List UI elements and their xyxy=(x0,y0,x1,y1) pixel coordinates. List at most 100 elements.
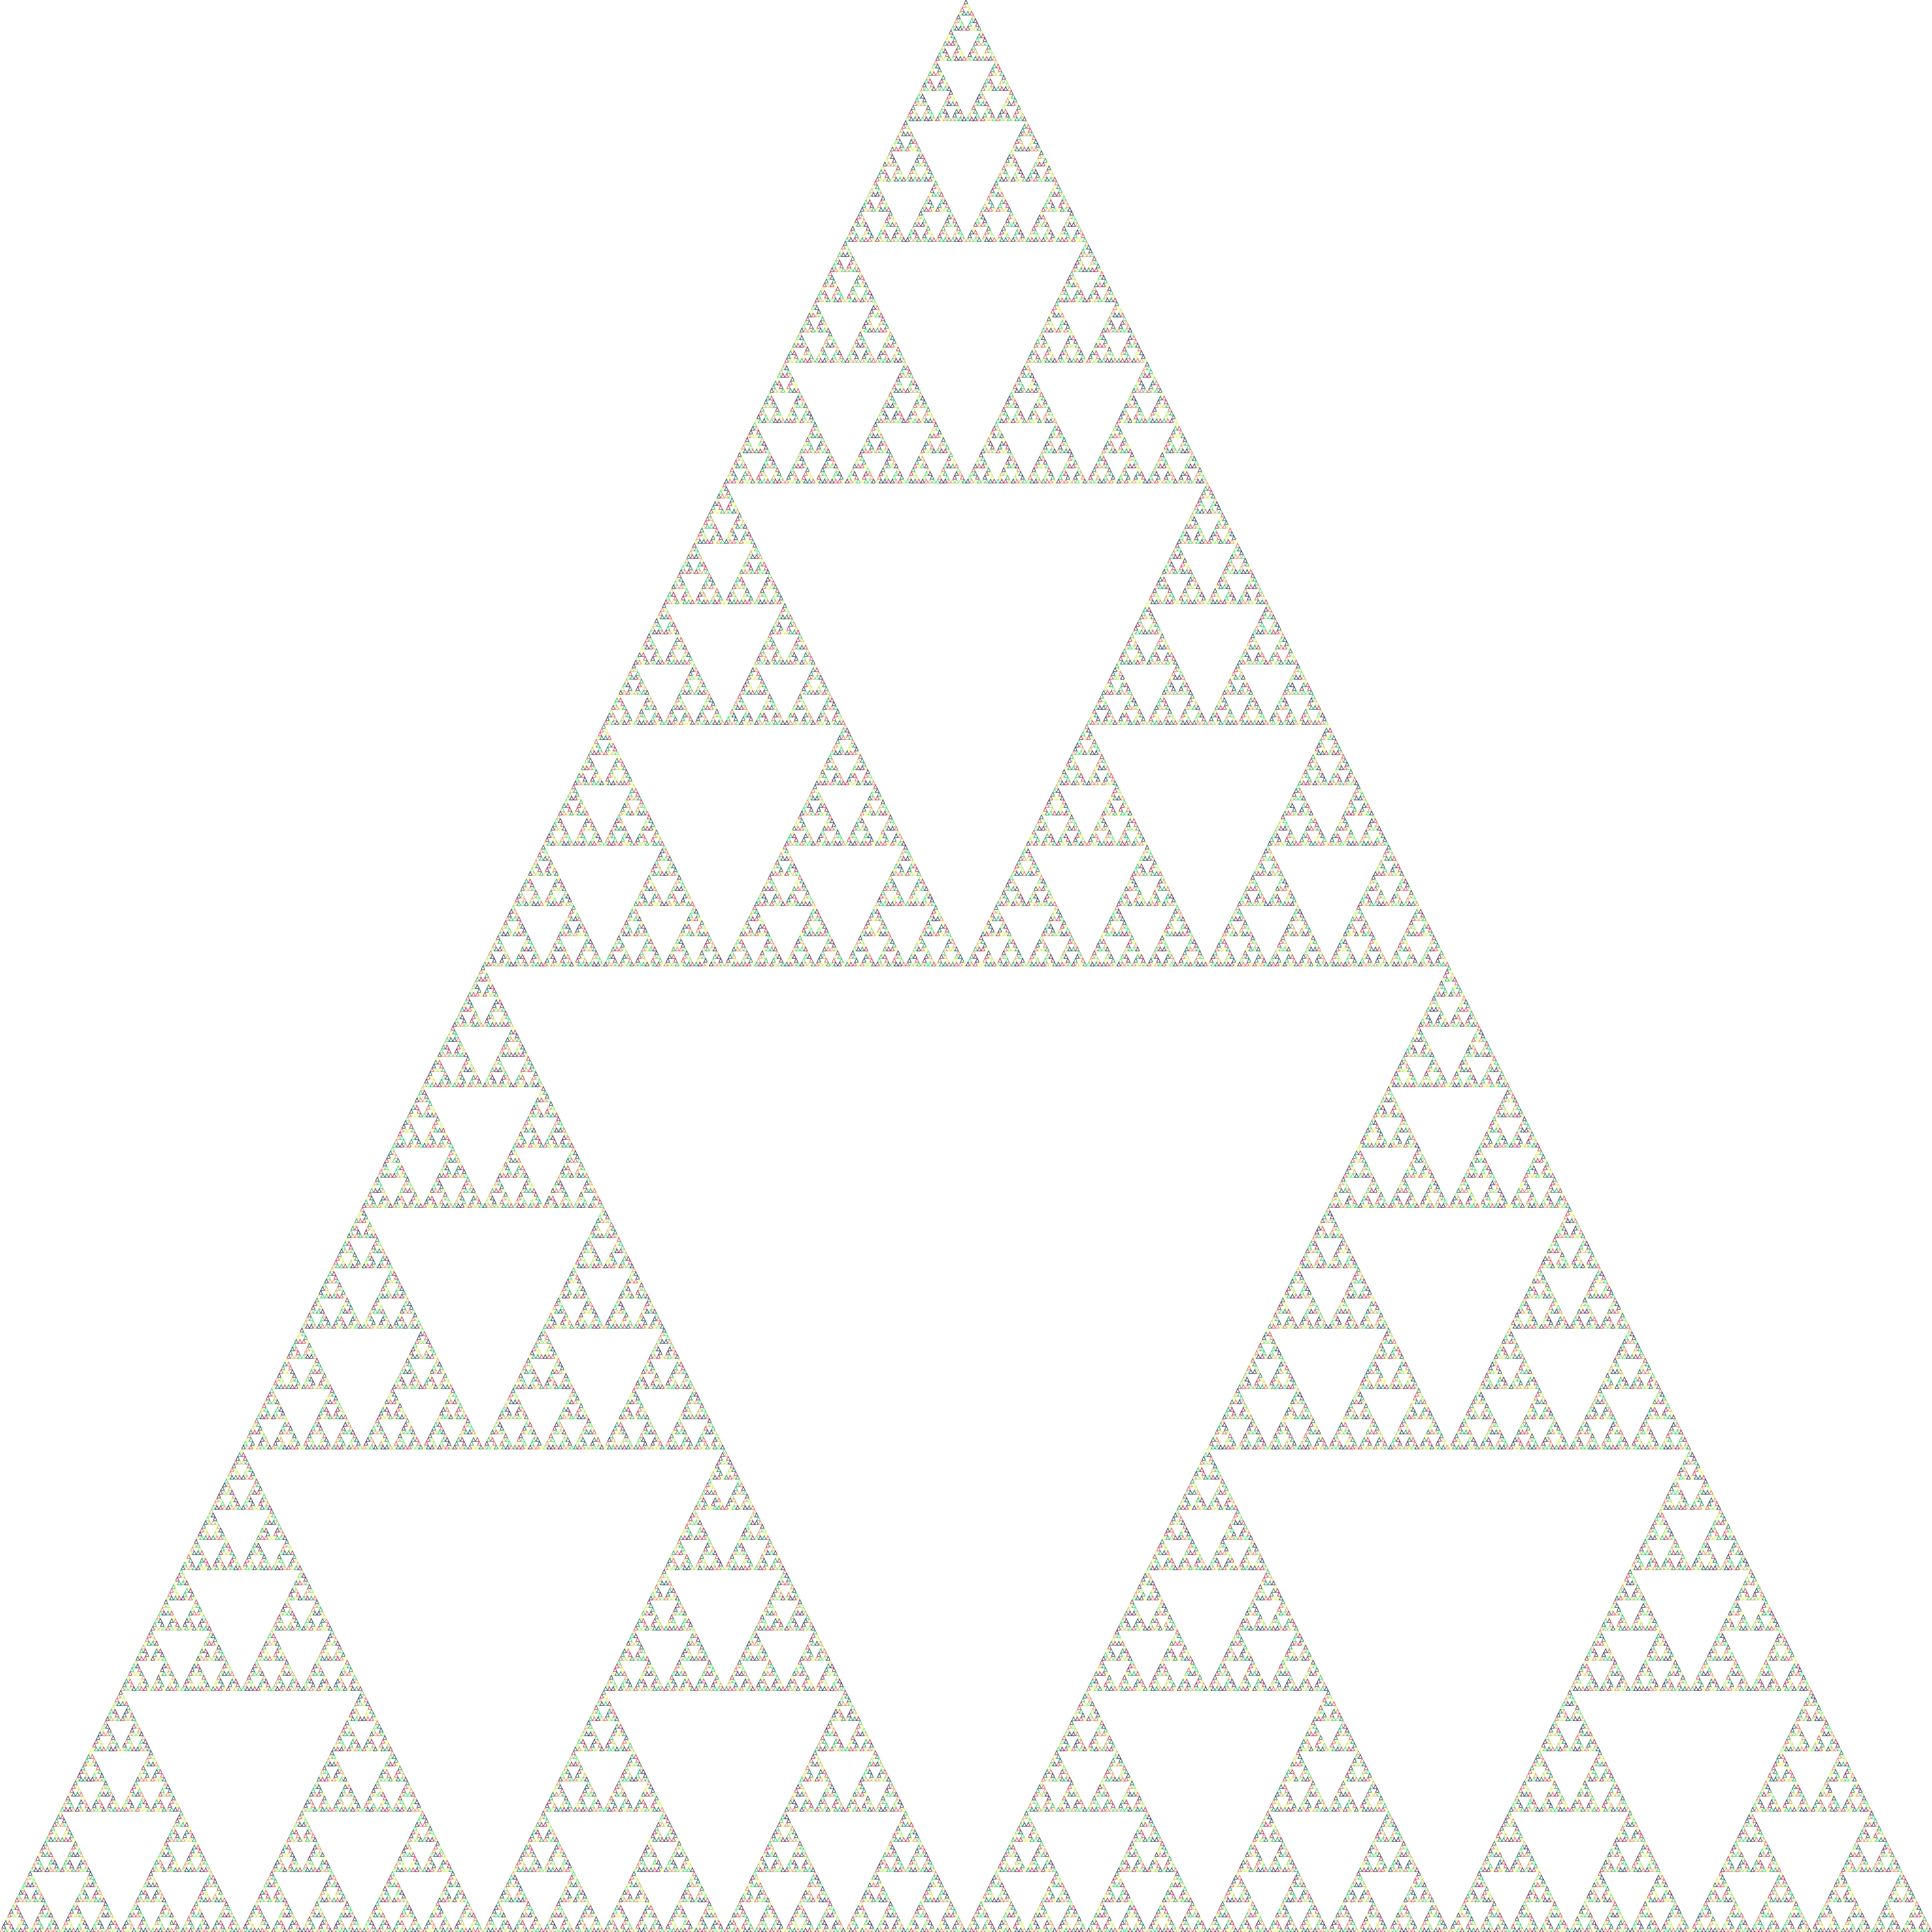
fractal-triangle xyxy=(748,535,753,540)
fractal-triangle xyxy=(665,595,670,600)
fractal-triangle xyxy=(720,509,725,514)
fractal-triangle xyxy=(935,63,940,68)
fractal-triangle xyxy=(750,675,755,680)
fractal-triangle xyxy=(731,478,736,483)
fractal-triangle xyxy=(1077,226,1082,231)
fractal-triangle xyxy=(1018,237,1023,242)
fractal-triangle xyxy=(1044,418,1050,423)
fractal-triangle xyxy=(1137,406,1142,412)
fractal-triangle xyxy=(1124,712,1129,718)
fractal-triangle xyxy=(754,660,759,665)
fractal-triangle xyxy=(507,957,512,963)
fractal-triangle xyxy=(1046,346,1052,352)
fractal-triangle xyxy=(792,961,797,966)
fractal-triangle xyxy=(818,795,823,801)
fractal-triangle xyxy=(1264,599,1269,604)
fractal-triangle xyxy=(954,961,959,966)
fractal-triangle xyxy=(1003,403,1008,408)
fractal-triangle xyxy=(1052,177,1057,182)
fractal-triangle xyxy=(1231,686,1236,691)
fractal-triangle xyxy=(926,406,931,412)
fractal-triangle xyxy=(567,912,572,917)
fractal-triangle xyxy=(856,961,861,966)
fractal-triangle xyxy=(701,961,706,966)
fractal-triangle xyxy=(907,233,912,238)
fractal-triangle xyxy=(796,629,801,634)
fractal-triangle xyxy=(682,946,687,951)
fractal-triangle xyxy=(1103,444,1108,449)
fractal-triangle xyxy=(667,629,672,634)
fractal-triangle xyxy=(924,946,929,951)
fractal-triangle xyxy=(796,342,801,348)
fractal-triangle xyxy=(701,690,706,695)
fractal-triangle xyxy=(788,712,793,718)
fractal-triangle xyxy=(701,592,706,597)
fractal-triangle xyxy=(796,705,801,710)
fractal-triangle xyxy=(1216,520,1221,525)
fractal-triangle xyxy=(771,882,776,887)
fractal-triangle xyxy=(609,769,614,774)
fractal-triangle xyxy=(1237,660,1242,665)
fractal-triangle xyxy=(1177,569,1182,574)
fractal-triangle xyxy=(875,788,880,793)
fractal-triangle xyxy=(739,705,744,710)
fractal-triangle xyxy=(1231,550,1236,555)
fractal-triangle xyxy=(897,380,903,385)
fractal-triangle xyxy=(1029,131,1035,136)
fractal-triangle xyxy=(582,761,587,767)
fractal-triangle xyxy=(1065,339,1070,344)
fractal-triangle xyxy=(901,131,906,136)
fractal-triangle xyxy=(741,927,746,932)
fractal-triangle xyxy=(1041,478,1046,483)
fractal-triangle xyxy=(845,840,850,846)
fractal-triangle xyxy=(873,301,878,306)
fractal-triangle xyxy=(679,660,684,665)
fractal-triangle xyxy=(1233,667,1238,672)
fractal-triangle xyxy=(948,29,954,34)
fractal-triangle xyxy=(1050,308,1055,314)
fractal-triangle xyxy=(1044,478,1050,483)
fractal-triangle xyxy=(1050,173,1055,178)
fractal-triangle xyxy=(980,448,986,453)
fractal-triangle xyxy=(781,388,786,393)
fractal-triangle xyxy=(833,463,838,468)
fractal-triangle xyxy=(944,97,950,102)
fractal-triangle xyxy=(675,637,680,642)
fractal-triangle xyxy=(1162,456,1167,461)
fractal-triangle xyxy=(822,448,827,453)
fractal-triangle xyxy=(1222,516,1227,521)
fractal-triangle xyxy=(569,908,574,914)
fractal-triangle xyxy=(818,954,823,959)
fractal-triangle xyxy=(605,957,610,963)
fractal-triangle xyxy=(741,686,746,691)
fractal-triangle xyxy=(822,342,827,348)
fractal-triangle xyxy=(1226,712,1231,718)
fractal-triangle xyxy=(1075,282,1080,287)
fractal-triangle xyxy=(756,656,761,661)
fractal-triangle xyxy=(675,660,680,665)
fractal-triangle xyxy=(1128,705,1133,710)
fractal-triangle xyxy=(758,901,763,906)
fractal-triangle xyxy=(580,765,585,770)
fractal-triangle xyxy=(818,720,823,725)
fractal-triangle xyxy=(607,833,612,838)
fractal-triangle xyxy=(743,720,748,725)
fractal-triangle xyxy=(815,667,820,672)
fractal-triangle xyxy=(1043,233,1048,238)
fractal-triangle xyxy=(973,222,978,227)
fractal-triangle xyxy=(886,946,891,951)
fractal-triangle xyxy=(1226,584,1231,589)
fractal-triangle xyxy=(1128,645,1133,650)
fractal-triangle xyxy=(1037,418,1042,423)
fractal-triangle xyxy=(1071,463,1076,468)
fractal-triangle xyxy=(728,539,733,544)
fractal-triangle xyxy=(875,931,880,936)
fractal-triangle xyxy=(1116,433,1121,438)
fractal-triangle xyxy=(1010,395,1016,400)
fractal-triangle xyxy=(995,177,1001,182)
fractal-triangle xyxy=(1094,478,1099,483)
fractal-triangle xyxy=(1111,444,1116,449)
fractal-triangle xyxy=(946,931,952,936)
fractal-triangle xyxy=(1248,690,1253,695)
fractal-triangle xyxy=(796,418,801,423)
